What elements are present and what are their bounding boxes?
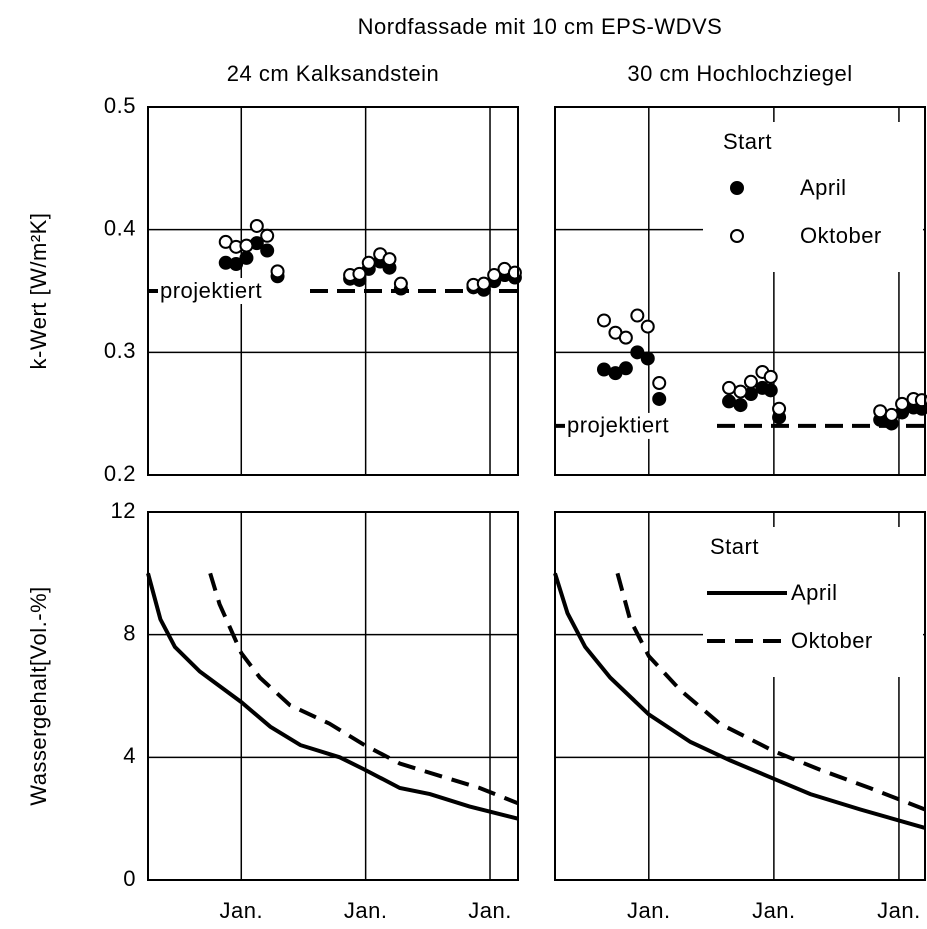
scatter-point <box>733 398 748 413</box>
y-axis-label: k-Wert [W/m²K] <box>26 213 51 370</box>
x-tick-label: Jan. <box>468 898 512 923</box>
reference-label-bg <box>565 412 709 439</box>
scatter-point <box>361 255 376 270</box>
scatter-point <box>382 252 397 267</box>
y-tick-label: 0.3 <box>104 338 136 363</box>
y-tick-label: 0.4 <box>104 215 136 240</box>
plot-frame <box>554 511 926 881</box>
legend-title: Start <box>710 534 759 559</box>
plot-frame <box>147 106 519 476</box>
legend-bg <box>703 527 923 677</box>
y-tick-label: 4 <box>123 743 136 768</box>
scatter-point <box>596 313 611 328</box>
y-tick-label: 12 <box>111 498 136 523</box>
line <box>615 572 926 812</box>
scatter-point <box>772 401 787 416</box>
scatter-point <box>895 396 910 411</box>
x-tick-label: Jan. <box>219 898 263 923</box>
panel: 30 cm Hochlochziegel projektiert Start Apri… <box>554 61 927 476</box>
plot-frame <box>554 106 926 476</box>
legend-marker <box>730 229 744 243</box>
scatter-point <box>652 376 667 390</box>
y-tick-label: 8 <box>123 620 136 645</box>
scatter-point <box>507 265 522 280</box>
scatter-point <box>618 330 633 345</box>
scatter-point <box>722 380 737 395</box>
reference-label: projektiert <box>160 278 262 303</box>
legend-label: April <box>800 175 847 200</box>
scatter-point <box>652 391 667 406</box>
scatter-point <box>630 345 645 360</box>
legend-bg <box>703 122 923 272</box>
plot-frame <box>147 511 519 881</box>
scatter-point <box>352 266 367 281</box>
legend-label: Oktober <box>800 223 882 248</box>
scatter-point <box>596 362 611 377</box>
scatter-point <box>763 369 778 384</box>
line <box>208 572 519 806</box>
panel: 24 cm Kalksandstein k-Wert [W/m²K] 0.2 0.3 0… <box>26 61 522 486</box>
x-tick-label: Jan. <box>877 898 921 923</box>
scatter-point <box>393 276 408 291</box>
scatter-point <box>260 228 275 243</box>
scatter-point <box>239 250 254 265</box>
y-tick-label: 0.2 <box>104 461 136 486</box>
reference-label: projektiert <box>567 413 669 438</box>
scatter-point <box>229 257 244 272</box>
legend-label: Oktober <box>791 628 873 653</box>
scatter-point <box>640 319 655 334</box>
legend-marker <box>730 181 744 195</box>
y-axis-label: Wassergehalt[Vol.-%] <box>26 586 51 806</box>
scatter-point <box>630 308 645 323</box>
scatter-point <box>884 407 899 422</box>
line <box>553 572 926 830</box>
line <box>146 572 519 821</box>
scatter-point <box>239 238 254 253</box>
scatter-point <box>618 361 633 376</box>
scatter-point <box>476 276 491 291</box>
scatter-point <box>722 394 737 409</box>
legend-label: April <box>791 580 838 605</box>
scatter-point <box>873 404 888 419</box>
scatter-point <box>249 218 264 233</box>
scatter-point <box>763 383 778 398</box>
chart-title: Nordfassade mit 10 cm EPS-WDVS <box>358 14 723 39</box>
x-tick-label: Jan. <box>344 898 388 923</box>
y-tick-label: 0.5 <box>104 93 136 118</box>
panel-title: 24 cm Kalksandstein <box>227 61 440 86</box>
scatter-point <box>743 374 758 389</box>
legend-title: Start <box>723 129 772 154</box>
panel: Jan. Jan. Jan. Start April Oktober <box>553 511 926 923</box>
x-tick-label: Jan. <box>752 898 796 923</box>
y-tick-label: 0 <box>123 866 136 891</box>
scatter-point <box>733 384 748 399</box>
panel-title: 30 cm Hochlochziegel <box>627 61 852 86</box>
scatter-point <box>260 243 275 258</box>
panel: Wassergehalt[Vol.-%] 0 4 8 12 Jan. Jan. Jan. <box>26 498 519 923</box>
scatter-point <box>487 268 502 283</box>
scatter-point <box>270 264 285 279</box>
x-tick-label: Jan. <box>627 898 671 923</box>
scatter-point <box>640 351 655 366</box>
